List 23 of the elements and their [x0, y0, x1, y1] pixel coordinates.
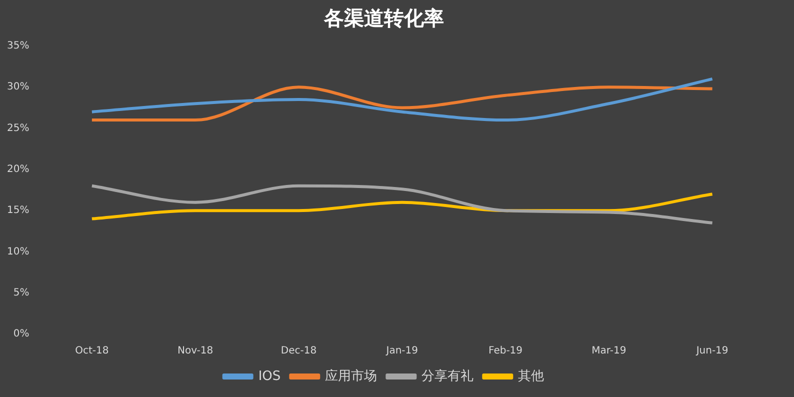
y-tick-label: 5%	[13, 287, 30, 298]
legend-label: 应用市场	[325, 368, 378, 384]
y-tick-label: 30%	[6, 82, 30, 93]
y-tick-label: 10%	[6, 246, 30, 258]
x-tick-label: Dec-18	[280, 346, 317, 357]
x-tick-label: Jan-19	[385, 346, 418, 357]
y-tick-label: 35%	[6, 40, 30, 52]
y-tick-label: 25%	[6, 122, 30, 134]
x-tick-label: Oct-18	[75, 346, 109, 357]
legend-label: IOS	[258, 368, 281, 384]
x-tick-label: Feb-19	[488, 346, 523, 357]
y-tick-label: 0%	[13, 328, 30, 340]
line-series	[90, 77, 714, 122]
y-tick-label: 20%	[6, 164, 30, 176]
line-series	[90, 86, 714, 122]
y-tick-label: 15%	[6, 205, 30, 216]
line-series	[90, 184, 714, 224]
x-tick-label: Jun-19	[695, 346, 728, 357]
x-tick-label: Nov-18	[178, 346, 214, 357]
legend-label: 分享有礼	[422, 368, 474, 384]
chart-title: 各渠道转化率	[323, 6, 444, 30]
legend-label: 其他	[518, 368, 544, 384]
x-tick-label: Mar-19	[592, 346, 626, 357]
